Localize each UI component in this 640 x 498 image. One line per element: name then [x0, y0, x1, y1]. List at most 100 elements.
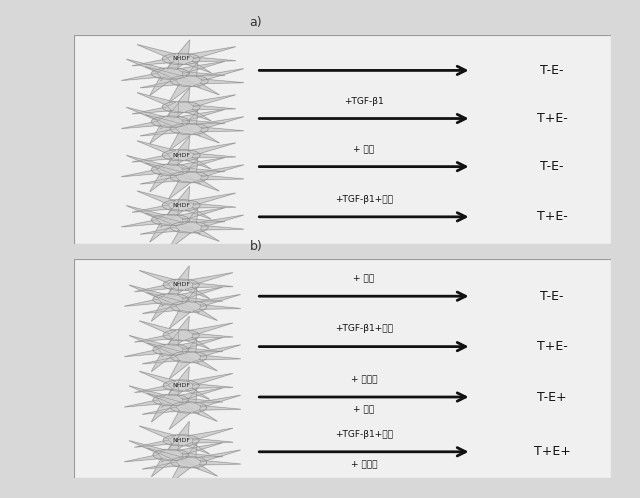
Polygon shape	[192, 383, 233, 388]
Text: NHDF: NHDF	[172, 438, 190, 443]
Polygon shape	[178, 287, 223, 299]
Polygon shape	[145, 163, 184, 176]
Polygon shape	[162, 53, 200, 65]
Text: T-E-: T-E-	[540, 64, 564, 77]
Polygon shape	[134, 284, 172, 292]
Polygon shape	[188, 193, 236, 205]
Polygon shape	[161, 339, 183, 357]
Polygon shape	[200, 305, 241, 309]
Text: NHDF: NHDF	[172, 203, 190, 208]
Polygon shape	[178, 316, 189, 331]
Text: T-E+: T-E+	[537, 390, 567, 403]
Polygon shape	[122, 220, 161, 227]
Polygon shape	[163, 380, 199, 391]
Text: T+E+: T+E+	[534, 445, 570, 458]
Polygon shape	[169, 466, 191, 484]
Polygon shape	[142, 462, 180, 469]
Polygon shape	[168, 85, 191, 103]
Text: +TGF-β1+薬剤: +TGF-β1+薬剤	[335, 325, 393, 334]
Polygon shape	[170, 171, 208, 183]
Polygon shape	[124, 400, 162, 407]
Text: a): a)	[250, 16, 262, 29]
Polygon shape	[168, 436, 179, 451]
Polygon shape	[122, 169, 161, 177]
Polygon shape	[161, 389, 183, 407]
Polygon shape	[196, 215, 244, 227]
Polygon shape	[185, 287, 210, 299]
Polygon shape	[185, 388, 210, 399]
Polygon shape	[193, 309, 218, 321]
Polygon shape	[193, 465, 218, 476]
Polygon shape	[132, 59, 172, 66]
Polygon shape	[201, 79, 244, 84]
Polygon shape	[151, 303, 173, 321]
Polygon shape	[140, 426, 176, 439]
Text: NHDF: NHDF	[172, 383, 190, 388]
Polygon shape	[124, 350, 162, 357]
Polygon shape	[182, 72, 225, 76]
Polygon shape	[145, 67, 184, 80]
Polygon shape	[192, 333, 233, 338]
Polygon shape	[177, 208, 225, 220]
Polygon shape	[161, 444, 183, 462]
Polygon shape	[167, 103, 179, 118]
Polygon shape	[161, 111, 183, 129]
Polygon shape	[137, 141, 176, 154]
Polygon shape	[178, 186, 189, 201]
Polygon shape	[175, 457, 200, 469]
Polygon shape	[132, 205, 172, 212]
Polygon shape	[151, 353, 173, 372]
Polygon shape	[168, 231, 191, 249]
Polygon shape	[153, 449, 189, 461]
Polygon shape	[140, 81, 180, 88]
Polygon shape	[134, 335, 172, 342]
Polygon shape	[137, 44, 176, 58]
Polygon shape	[188, 95, 236, 107]
Text: + 薬剤: + 薬剤	[353, 406, 374, 415]
Polygon shape	[200, 355, 241, 360]
Polygon shape	[177, 110, 225, 122]
Polygon shape	[169, 411, 191, 429]
Text: T+E-: T+E-	[537, 210, 568, 223]
Polygon shape	[163, 330, 199, 341]
Polygon shape	[193, 153, 236, 158]
Polygon shape	[178, 136, 189, 151]
Text: + 薬剤: + 薬剤	[353, 274, 374, 283]
Polygon shape	[122, 73, 161, 81]
Polygon shape	[129, 441, 166, 454]
Polygon shape	[186, 443, 197, 458]
Polygon shape	[178, 266, 189, 280]
Text: +TGF-β1+薬剤: +TGF-β1+薬剤	[335, 430, 393, 439]
Polygon shape	[175, 222, 200, 234]
Polygon shape	[188, 428, 233, 440]
Polygon shape	[169, 361, 191, 379]
Polygon shape	[196, 450, 241, 462]
Polygon shape	[200, 405, 241, 410]
Text: + 薬剤: + 薬剤	[353, 145, 374, 154]
Polygon shape	[178, 421, 189, 436]
Polygon shape	[193, 410, 218, 421]
Polygon shape	[178, 88, 189, 103]
Polygon shape	[132, 155, 172, 162]
Polygon shape	[186, 338, 197, 353]
Polygon shape	[134, 385, 172, 392]
Polygon shape	[196, 345, 241, 357]
Polygon shape	[200, 460, 241, 465]
Polygon shape	[150, 173, 172, 192]
Polygon shape	[186, 208, 198, 223]
FancyBboxPatch shape	[74, 35, 611, 244]
Polygon shape	[153, 344, 189, 356]
FancyBboxPatch shape	[74, 259, 611, 478]
Polygon shape	[170, 75, 208, 87]
Text: + 滲出液: + 滲出液	[351, 375, 377, 384]
Polygon shape	[126, 59, 165, 72]
Text: NHDF: NHDF	[172, 56, 190, 61]
Polygon shape	[177, 61, 225, 73]
Polygon shape	[170, 124, 208, 134]
Polygon shape	[152, 164, 189, 175]
Polygon shape	[175, 124, 200, 135]
Polygon shape	[201, 175, 244, 180]
Polygon shape	[193, 230, 220, 241]
Polygon shape	[137, 93, 176, 106]
Polygon shape	[185, 443, 210, 454]
